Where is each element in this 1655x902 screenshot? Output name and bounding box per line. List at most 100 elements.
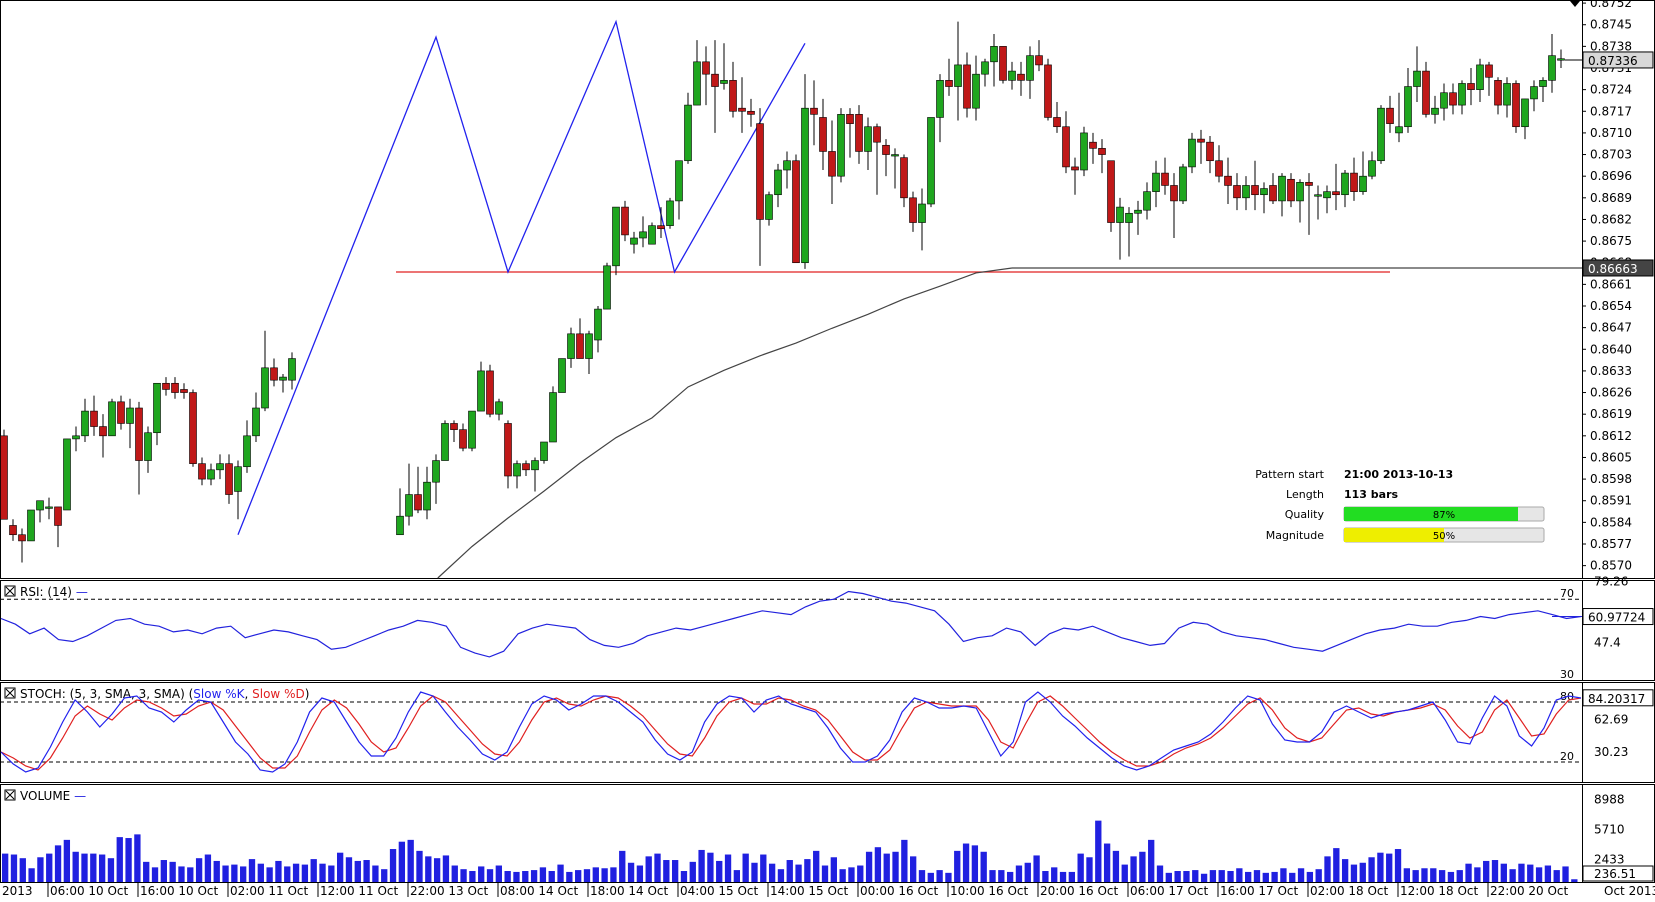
candle (621, 200, 629, 242)
candle-body-bear (99, 426, 107, 437)
candle (1071, 157, 1079, 195)
x-tick-label: 06:00 10 Oct (50, 884, 129, 897)
legend-part: — (76, 585, 88, 599)
volume-bar (504, 871, 511, 882)
x-tick-label: 12:00 18 Oct (1400, 884, 1479, 897)
volume-bar (1491, 860, 1499, 882)
volume-bar (1465, 863, 1472, 882)
candle (1332, 163, 1340, 211)
candle (747, 98, 755, 127)
candle (1260, 182, 1268, 214)
candle (450, 420, 458, 442)
candle-body-bear (1449, 92, 1457, 106)
volume-bar (839, 869, 846, 882)
x-tick-label: 02:00 11 Oct (230, 884, 309, 897)
volume-bar (1200, 873, 1208, 882)
volume-tick-label: 8988 (1594, 793, 1625, 807)
candle (1170, 173, 1178, 238)
candle (1062, 111, 1070, 174)
volume-bar (1068, 871, 1076, 882)
volume-bar (998, 870, 1005, 882)
volume-bar (1236, 868, 1243, 882)
candle (558, 358, 566, 393)
candle-body-bear (486, 370, 494, 415)
candle-body-bear (1098, 148, 1106, 155)
volume-bar (169, 861, 176, 882)
candle-body-bear (450, 423, 458, 430)
candle (1503, 77, 1511, 118)
candle-body-bull (72, 435, 80, 440)
volume-bar (46, 853, 53, 882)
price-tick-label: 0.8745 (1590, 18, 1632, 32)
candle (1224, 157, 1232, 204)
candle (972, 55, 980, 121)
volume-bar (1121, 864, 1128, 882)
candle-body-bull (1458, 83, 1466, 106)
candle-body-bull (1314, 194, 1322, 197)
candle-body-bull (1413, 70, 1421, 87)
volume-bar (1562, 866, 1569, 882)
volume-bar (1386, 853, 1393, 882)
volume-bar (81, 853, 88, 882)
stoch-tick-label: 62.69 (1594, 712, 1628, 726)
candle (756, 108, 764, 266)
candle-body-bull (1548, 55, 1556, 81)
candle (1413, 46, 1421, 102)
current-price-label: 0.87336 (1588, 54, 1638, 68)
legend-part: STOCH: (5, 3, SMA, 3, SMA) ( (20, 687, 193, 701)
volume-legend: VOLUME — (20, 789, 86, 803)
volume-bar (1447, 871, 1455, 882)
rsi-legend: RSI: (14) — (20, 585, 88, 599)
candle-body-bull (45, 506, 53, 509)
candle-body-bull (891, 154, 899, 157)
candle (180, 383, 188, 399)
volume-bar (257, 863, 264, 882)
candle (153, 382, 161, 446)
candle-body-bull (1296, 182, 1304, 202)
volume-bar (601, 868, 608, 882)
candle (1404, 68, 1412, 133)
rsi-current-label: 60.97724 (1588, 611, 1645, 625)
candle-body-bull (765, 194, 773, 220)
volume-current-badge (1582, 865, 1654, 882)
rsi-level-label: 30 (1560, 668, 1574, 681)
candle (1053, 102, 1061, 133)
volume-bar (645, 856, 652, 882)
candle (72, 426, 80, 452)
candle (522, 460, 530, 476)
x-tick-label: 22:00 13 Oct (410, 884, 489, 897)
candle (1188, 132, 1196, 174)
candle (531, 457, 539, 492)
candle-body-bull (1188, 138, 1196, 168)
candle (774, 163, 782, 208)
volume-bar (1262, 872, 1269, 882)
volume-bar (980, 851, 987, 882)
candle (216, 454, 224, 480)
candle-body-bull (1143, 191, 1151, 211)
candle-body-bear (756, 123, 764, 220)
price-tick-label: 0.8591 (1590, 494, 1632, 508)
candle (936, 74, 944, 143)
volume-bar (1015, 865, 1023, 882)
scroll-marker-icon[interactable] (1570, 1, 1580, 7)
candle-body-bear (828, 151, 836, 177)
candle-body-bear (999, 46, 1007, 81)
candle-body-bull (1080, 132, 1088, 171)
candle (1008, 61, 1016, 90)
volume-bar (892, 851, 899, 882)
candle-body-bull (981, 61, 989, 75)
volume-bar (248, 859, 256, 882)
candle (486, 364, 494, 418)
price-tick-label: 0.8570 (1590, 559, 1632, 573)
price-tick-label: 0.8661 (1590, 277, 1632, 291)
price-tick-label: 0.8654 (1590, 299, 1632, 313)
candle (18, 528, 26, 563)
price-tick-label: 0.8717 (1590, 104, 1632, 118)
volume-bar (936, 870, 943, 882)
volume-bar (213, 860, 220, 882)
volume-bar (1306, 871, 1314, 882)
volume-bar (1571, 879, 1578, 882)
candle-body-bull (261, 367, 269, 409)
candle (603, 262, 611, 310)
price-tick-label: 0.8724 (1590, 83, 1632, 97)
